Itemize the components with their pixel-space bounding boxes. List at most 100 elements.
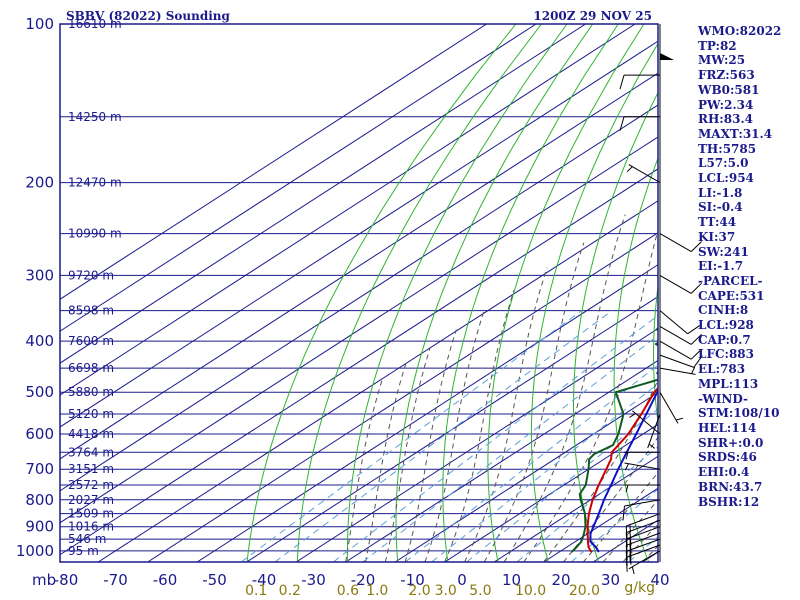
isotherm-line	[60, 24, 537, 332]
mixing-ratio-line	[333, 314, 658, 562]
moist-adiabat-line	[404, 329, 457, 562]
wind-barb	[659, 391, 684, 424]
wind-barb	[659, 233, 702, 253]
temperature-labels: -80 -70 -60 -50 -40 -30 -20 -10 0 10 20 30 40	[54, 571, 670, 589]
mixing-ratio-tick-label: 0.2	[279, 583, 301, 599]
index-item: -PARCEL-	[698, 273, 763, 288]
moist-adiabat-line	[365, 362, 407, 562]
height-label: 546 m	[68, 532, 106, 546]
index-item: L57:5.0	[698, 156, 749, 171]
index-item: WMO:82022	[698, 24, 782, 38]
isotherm-line	[295, 327, 658, 562]
wind-barb	[624, 462, 661, 471]
height-label: 6698 m	[68, 361, 114, 375]
isotherm-line	[60, 72, 658, 460]
index-item: -WIND-	[698, 391, 748, 406]
moist-adiabat-line	[384, 346, 431, 562]
isotherm-line	[60, 40, 658, 428]
index-item: TP:82	[698, 38, 737, 53]
temperature-tick-label: 30	[601, 571, 620, 589]
index-item: FRZ:563	[698, 68, 755, 83]
height-label: 2572 m	[68, 478, 114, 492]
index-item: STM:108/10	[698, 406, 780, 421]
index-item: SRDS:46	[698, 450, 757, 465]
height-label: 1016 m	[68, 520, 114, 534]
isotherm-line	[493, 455, 658, 562]
isotherm-line	[196, 264, 658, 562]
mixing-ratio-tick-label: 2.0	[408, 583, 430, 599]
index-item: LI:-1.8	[698, 185, 743, 200]
isobar-grid	[60, 23, 658, 552]
mixing-ratio-tick-label: 10.0	[515, 583, 546, 599]
isotherm-line	[394, 391, 658, 562]
isotherm-line	[60, 104, 658, 492]
height-label: 3764 m	[68, 445, 114, 459]
pressure-tick-label: 900	[25, 518, 54, 536]
mixing-ratio-unit-label: g/kg	[624, 580, 655, 596]
moist-adiabat-lines	[345, 214, 658, 562]
dry-adiabat-line	[246, 24, 517, 562]
mixing-ratio-line	[570, 488, 658, 562]
sounding-indices-list: WMO:82022 TP:82 MW:25 FRZ:563 WB0:581 PW:2.34…	[698, 24, 800, 509]
index-item: CAP:0.7	[698, 332, 751, 347]
pressure-tick-label: 100	[25, 15, 54, 33]
index-item: TH:5785	[698, 141, 757, 156]
index-item: WB0:581	[698, 82, 760, 97]
dry-adiabat-line	[296, 24, 542, 562]
index-item: SW:241	[698, 244, 749, 259]
height-label: 10990 m	[68, 227, 122, 241]
temperature-tick-label: -30	[301, 571, 326, 589]
isotherm-line	[444, 423, 658, 562]
wind-barb	[659, 366, 696, 375]
pressure-tick-label: 1000	[16, 542, 54, 560]
index-item: LCL:928	[698, 318, 754, 333]
pressure-tick-label: 500	[25, 383, 54, 401]
wind-barb	[659, 274, 702, 294]
pressure-unit-label: mb	[32, 571, 56, 589]
wind-barb	[659, 340, 702, 360]
moist-adiabat-line	[444, 289, 515, 562]
temperature-tick-label: 40	[650, 571, 669, 589]
pressure-labels: 100 200 300 400 500 600 700 800 900 1000	[16, 15, 54, 560]
index-item: MAXT:31.4	[698, 126, 773, 141]
index-item: TT:44	[698, 215, 737, 230]
temperature-tick-label: -60	[153, 571, 178, 589]
mixing-ratio-tick-label: 0.6	[337, 583, 359, 599]
temperature-tick-label: 20	[551, 571, 570, 589]
mixing-ratio-line	[362, 334, 658, 562]
height-label: 9720 m	[68, 268, 114, 282]
wind-barb	[619, 116, 660, 131]
wind-barb	[659, 24, 674, 60]
moist-adiabat-line	[523, 228, 658, 562]
height-label: 4418 m	[68, 427, 114, 441]
mixing-ratio-lines	[240, 310, 658, 562]
mixing-ratio-line	[516, 446, 658, 562]
temperature-tick-label: -50	[202, 571, 227, 589]
pressure-tick-label: 200	[25, 174, 54, 192]
isotherm-line	[60, 168, 658, 556]
index-item: EHI:0.4	[698, 465, 750, 480]
wind-barb	[619, 74, 660, 90]
height-label: 8598 m	[68, 304, 114, 318]
height-label: 3151 m	[68, 462, 114, 476]
mixing-ratio-tick-label: 20.0	[569, 583, 600, 599]
temperature-tick-label: -80	[54, 571, 79, 589]
height-label: 12470 m	[68, 176, 122, 190]
temperature-tick-label: -10	[400, 571, 425, 589]
isotherm-line	[345, 359, 658, 562]
wind-barb	[659, 325, 702, 345]
moist-adiabat-line	[464, 267, 548, 562]
moist-adiabat-line	[424, 310, 485, 562]
height-label: 7600 m	[68, 334, 114, 348]
dry-adiabat-line	[530, 42, 658, 562]
height-labels: 16610 m 14250 m 12470 m 10990 m 9720 m 8598 m…	[68, 17, 122, 558]
index-item: MPL:113	[698, 376, 759, 391]
height-label: 16610 m	[68, 17, 122, 31]
index-item: SHR+:0.0	[698, 435, 764, 450]
dry-adiabat-line	[442, 24, 619, 562]
pressure-tick-label: 300	[25, 266, 54, 284]
wind-barb	[659, 354, 703, 368]
wind-barb	[659, 310, 700, 335]
